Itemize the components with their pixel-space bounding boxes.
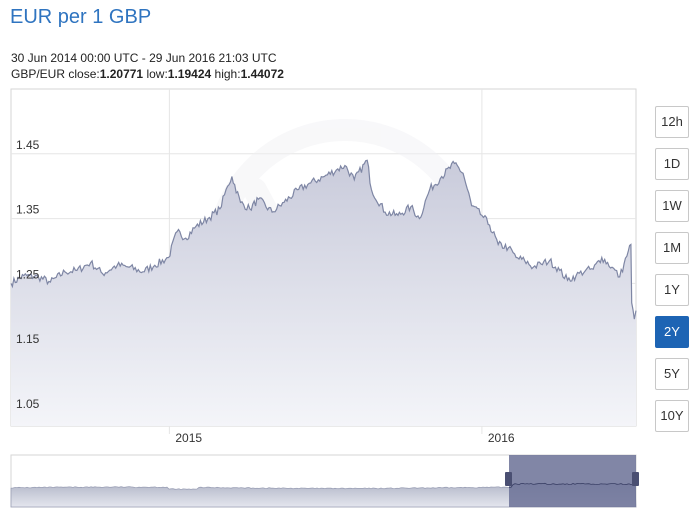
y-tick-label: 1.25 bbox=[16, 267, 40, 281]
series-line bbox=[10, 159, 637, 320]
y-tick-label: 1.45 bbox=[16, 138, 40, 152]
close-label: close: bbox=[68, 67, 100, 81]
series-area-fill bbox=[11, 160, 636, 427]
x-tick-label: 2015 bbox=[175, 431, 202, 445]
pair-label: GBP/EUR bbox=[11, 67, 66, 81]
period-button-1y[interactable]: 1Y bbox=[655, 274, 689, 306]
period-button-5y[interactable]: 5Y bbox=[655, 358, 689, 390]
date-range-text: 30 Jun 2014 00:00 UTC - 29 Jun 2016 21:0… bbox=[11, 51, 277, 65]
price-stats: GBP/EUR close:1.20771 low:1.19424 high:1… bbox=[11, 67, 284, 81]
period-button-1m[interactable]: 1M bbox=[655, 232, 689, 264]
x-axis-labels: 2015 2016 bbox=[175, 431, 515, 445]
period-button-2y[interactable]: 2Y bbox=[655, 316, 689, 348]
navigator-selection[interactable] bbox=[509, 455, 636, 507]
x-tick-label: 2016 bbox=[488, 431, 515, 445]
period-button-1w[interactable]: 1W bbox=[655, 190, 689, 222]
period-selector: 12h 1D 1W 1M 1Y 2Y 5Y 10Y bbox=[655, 106, 689, 442]
period-button-1d[interactable]: 1D bbox=[655, 148, 689, 180]
navigator-selection-line bbox=[508, 482, 635, 488]
navigator-handle-right[interactable] bbox=[632, 472, 639, 486]
low-label: low: bbox=[146, 67, 168, 81]
y-tick-label: 1.35 bbox=[16, 203, 40, 217]
page-title: EUR per 1 GBP bbox=[10, 6, 152, 28]
high-value: 1.44072 bbox=[240, 67, 284, 81]
y-axis-labels: 1.45 1.35 1.25 1.15 1.05 bbox=[16, 138, 40, 411]
y-tick-label: 1.05 bbox=[16, 397, 40, 411]
navigator-handle-left[interactable] bbox=[505, 472, 512, 486]
period-button-12h[interactable]: 12h bbox=[655, 106, 689, 138]
low-value: 1.19424 bbox=[167, 67, 212, 81]
y-tick-label: 1.15 bbox=[16, 332, 40, 346]
close-value: 1.20771 bbox=[99, 67, 144, 81]
period-button-10y[interactable]: 10Y bbox=[655, 400, 689, 432]
high-label: high: bbox=[214, 67, 241, 81]
